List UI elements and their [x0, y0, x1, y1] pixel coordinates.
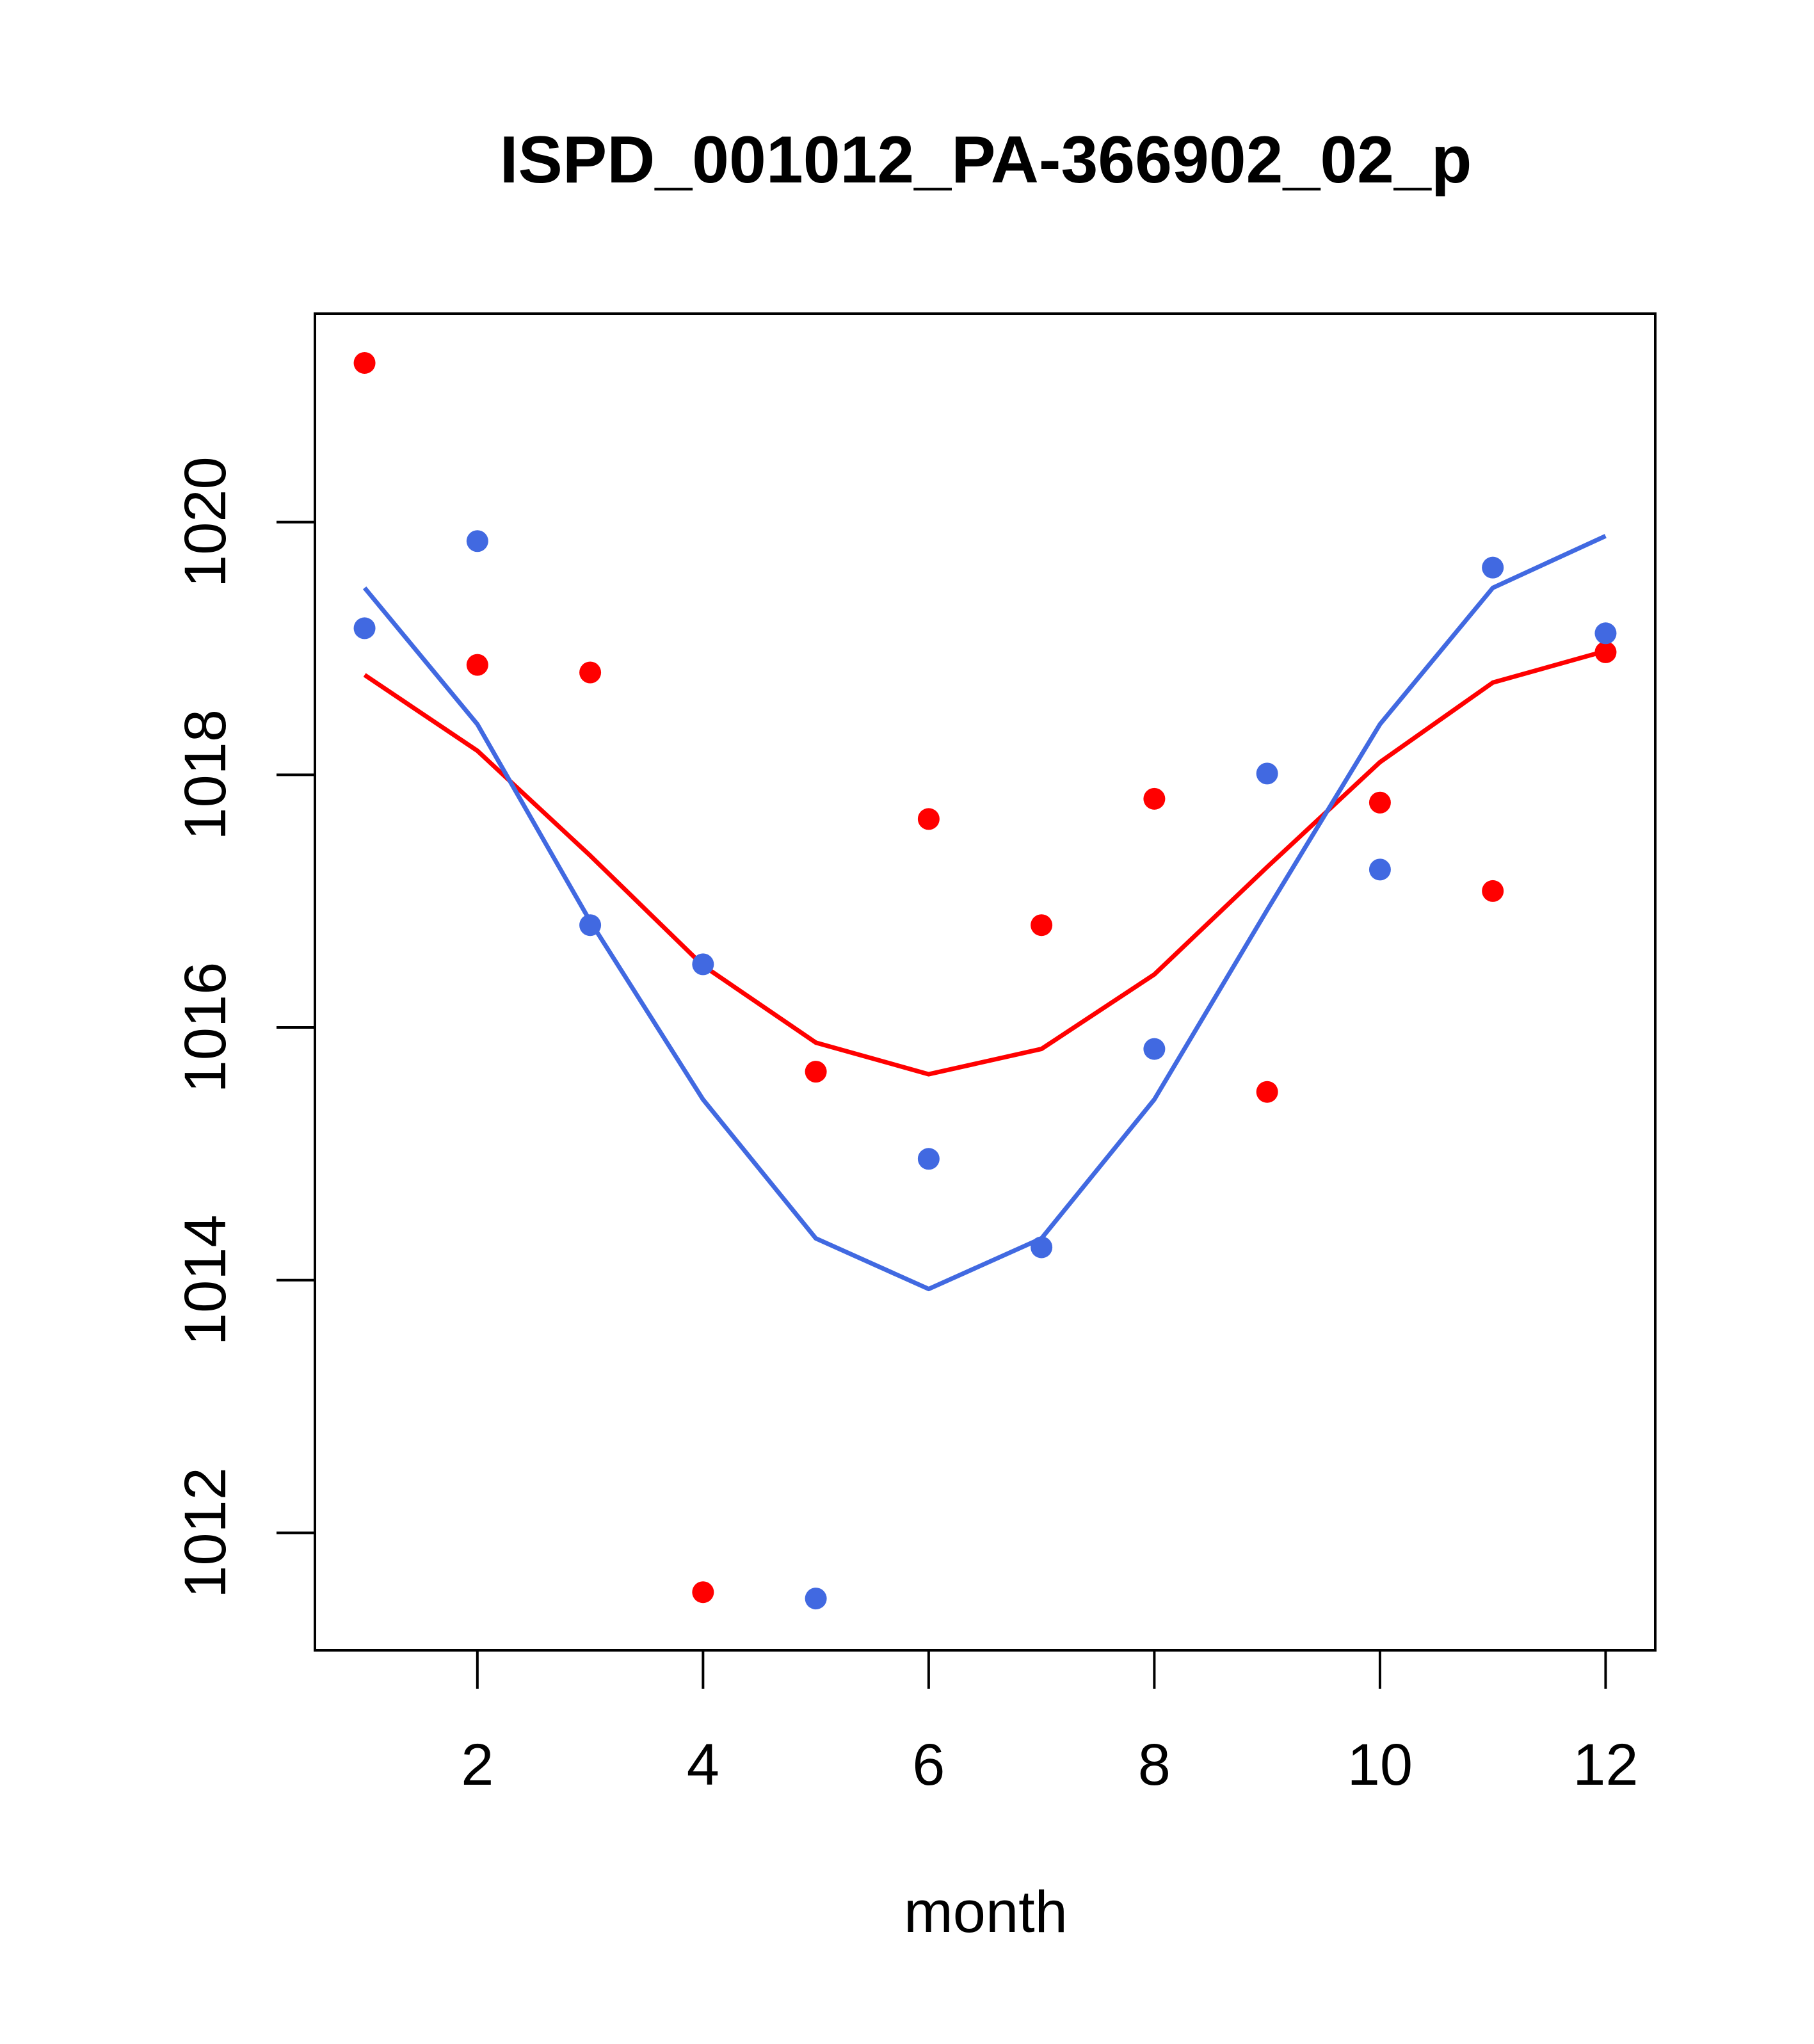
y-tick-label: 1014	[173, 1214, 238, 1346]
series-2-point	[1594, 622, 1617, 645]
series-1-point	[466, 654, 488, 676]
x-tick-label: 12	[1573, 1732, 1638, 1798]
chart-title: ISPD_001012_PA-366902_02_p	[500, 123, 1472, 197]
series-2-point	[917, 1148, 940, 1170]
x-tick-label: 2	[461, 1732, 494, 1798]
series-1-point	[1594, 641, 1617, 663]
series-1-point	[1369, 791, 1391, 814]
y-tick-label: 1016	[173, 962, 238, 1093]
series-2-point	[1482, 556, 1504, 579]
x-axis-label: month	[904, 1879, 1068, 1945]
series-2-point	[1256, 762, 1278, 785]
series-1-point	[805, 1061, 827, 1083]
series-1-point	[1482, 880, 1504, 902]
series-1-point	[692, 1581, 714, 1604]
series-1-line	[363, 648, 1607, 1077]
x-tick-label: 4	[687, 1732, 719, 1798]
series-2-point	[579, 914, 602, 937]
y-tick-label: 1018	[173, 709, 238, 841]
series-2-point	[1031, 1236, 1053, 1259]
plot-frame	[314, 312, 1657, 1652]
series-2-point	[1143, 1038, 1166, 1060]
x-tick-label: 6	[912, 1732, 945, 1798]
series-2-point	[1369, 858, 1391, 881]
series-1-point	[1256, 1081, 1278, 1103]
series-1-point	[353, 351, 376, 374]
series-2-point	[805, 1588, 827, 1610]
y-tick-label: 1020	[173, 456, 238, 588]
series-1-point	[1031, 914, 1053, 937]
series-2-line	[362, 534, 1607, 1292]
series-1-point	[917, 808, 940, 830]
y-tick-label: 1012	[173, 1467, 238, 1598]
series-2-point	[353, 617, 376, 640]
series-1-point	[1143, 787, 1166, 810]
series-1-point	[579, 661, 602, 684]
series-2-point	[692, 953, 714, 976]
x-tick-label: 10	[1347, 1732, 1413, 1798]
x-tick-label: 8	[1138, 1732, 1171, 1798]
series-2-point	[466, 530, 488, 552]
